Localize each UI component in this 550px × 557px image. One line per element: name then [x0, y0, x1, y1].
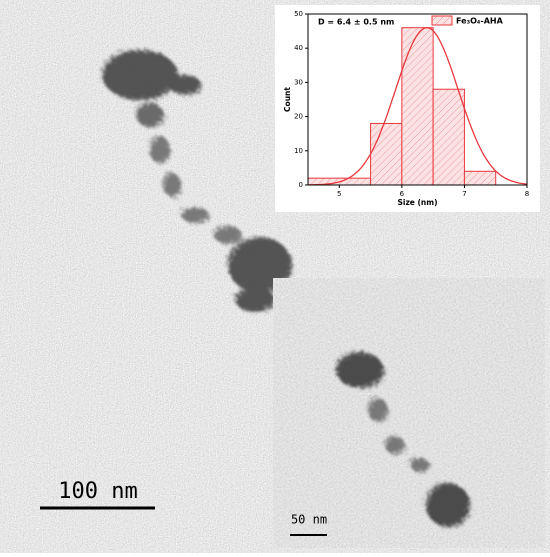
scale-label: 100 nm — [58, 479, 137, 504]
bar — [432, 88, 465, 186]
bar — [463, 170, 497, 186]
histogram: Fe₃O₄-AHA 5 6 7 8 0 10 20 30 40 50 Size (nm) Count D … — [283, 10, 529, 207]
x-tick-label: 8 — [525, 190, 529, 198]
y-tick-label: 40 — [294, 44, 303, 52]
y-tick-label: 30 — [294, 78, 303, 86]
y-axis-label: Count — [283, 87, 292, 112]
y-tick-label: 20 — [294, 113, 303, 121]
annotation: D = 6.4 ± 0.5 nm — [318, 18, 394, 27]
x-axis-label: Size (nm) — [397, 198, 437, 207]
inset-micrograph — [273, 278, 545, 548]
y-tick-label: 10 — [294, 147, 303, 155]
scale-label: 50 nm — [291, 513, 327, 527]
bar — [401, 27, 434, 186]
bar — [370, 122, 403, 186]
x-tick-label: 6 — [400, 190, 405, 198]
x-tick-label: 5 — [337, 190, 341, 198]
plot-frame — [307, 13, 528, 186]
fit-curve — [308, 27, 528, 186]
x-tick-label: 7 — [462, 190, 466, 198]
y-tick-label: 50 — [294, 10, 303, 18]
y-tick-label: 0 — [299, 181, 303, 189]
legend-swatch — [431, 15, 453, 26]
legend-label: Fe₃O₄-AHA — [456, 17, 504, 26]
particle-cluster — [102, 50, 292, 312]
inset-particle-cluster — [336, 352, 470, 527]
